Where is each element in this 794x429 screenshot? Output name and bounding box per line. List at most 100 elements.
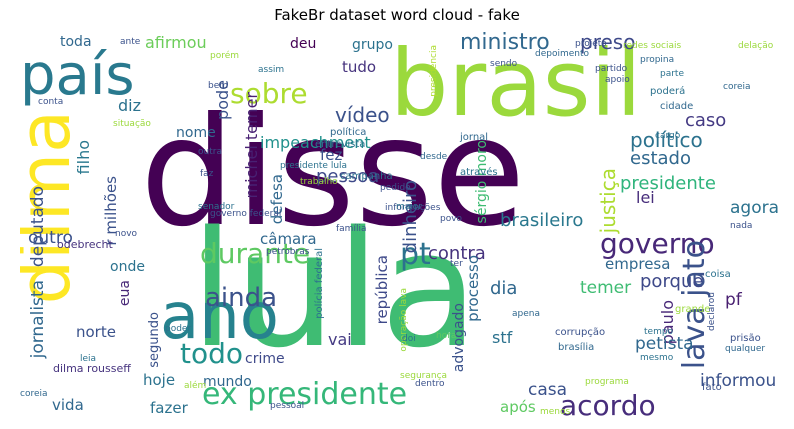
cloud-word: eua xyxy=(117,280,133,307)
cloud-word: brasil xyxy=(390,30,642,137)
cloud-word: petrobras xyxy=(266,247,310,257)
cloud-word: coisa xyxy=(705,269,731,280)
cloud-word: maior xyxy=(396,202,422,212)
cloud-word: propina xyxy=(640,55,675,65)
cloud-word: vídeo xyxy=(335,103,390,127)
cloud-word: processo xyxy=(464,255,482,322)
cloud-word: deu xyxy=(290,36,317,52)
cloud-word: declarou xyxy=(707,292,717,331)
cloud-word: porém xyxy=(210,51,240,61)
cloud-word: qualquer xyxy=(725,344,766,354)
chart-title: FakeBr dataset word cloud - fake xyxy=(274,6,520,24)
cloud-word: casa xyxy=(528,380,568,400)
word-cloud: disse lula brasil país dilma ano ex presidente… xyxy=(20,30,780,420)
cloud-word: após xyxy=(500,398,536,416)
cloud-word: acordo xyxy=(560,389,656,420)
cloud-word: conta xyxy=(38,97,64,107)
cloud-word: governo federal xyxy=(210,209,282,219)
cloud-word: disse xyxy=(140,86,526,260)
cloud-word: partido xyxy=(595,64,628,74)
cloud-word: parte xyxy=(660,69,684,79)
cloud-word: tudo xyxy=(342,58,377,76)
cloud-word: crime xyxy=(245,351,285,367)
cloud-word: mesmo xyxy=(640,353,674,363)
cloud-word: ano xyxy=(160,280,279,354)
cloud-word: vai xyxy=(328,330,352,349)
cloud-word: michel temer xyxy=(242,92,261,199)
cloud-word: odebrecht xyxy=(57,238,113,251)
cloud-word: além xyxy=(184,381,207,391)
cloud-word: dia xyxy=(490,278,518,299)
cloud-word: norte xyxy=(76,323,116,341)
cloud-word: segundo xyxy=(147,312,162,368)
cloud-word: família xyxy=(336,224,367,234)
cloud-word: poder xyxy=(165,324,192,334)
cloud-word: tempo xyxy=(644,327,674,337)
cloud-word: campanha xyxy=(340,171,393,182)
cloud-word: petista xyxy=(635,334,694,354)
cloud-word: cidade xyxy=(660,101,694,112)
cloud-word: situação xyxy=(113,119,151,129)
cloud-word: sobre xyxy=(230,77,308,110)
cloud-word: dentro xyxy=(415,379,445,389)
cloud-word: grupo xyxy=(352,37,393,53)
cloud-word: durante xyxy=(200,237,311,270)
cloud-word: doi xyxy=(402,334,416,344)
cloud-word: redes sociais xyxy=(623,41,682,51)
cloud-word: justiça xyxy=(596,168,620,234)
cloud-word: novo xyxy=(115,229,138,239)
cloud-word: programa xyxy=(585,377,629,387)
cloud-word: pessoal xyxy=(270,401,305,411)
cloud-word: prisão xyxy=(730,333,761,344)
cloud-word: impeachment xyxy=(260,133,371,152)
cloud-word: coreia xyxy=(20,389,48,399)
cloud-word: preso xyxy=(580,30,636,54)
cloud-word: sérgio moro xyxy=(474,140,490,224)
cloud-word: filho xyxy=(74,140,93,175)
cloud-word: presidência xyxy=(429,45,439,97)
cloud-word: ter xyxy=(450,259,463,269)
cloud-word: leia xyxy=(80,354,97,364)
cloud-word: deputado xyxy=(28,186,48,268)
cloud-word: entrevista xyxy=(315,139,366,150)
cloud-word: nada xyxy=(730,221,753,231)
cloud-word: ainda xyxy=(205,283,278,313)
cloud-word: presidente xyxy=(620,173,716,194)
cloud-word: temer xyxy=(580,278,632,298)
cloud-word: depoimento xyxy=(535,49,590,59)
cloud-word: pedido xyxy=(380,183,411,193)
cloud-word: presidente lula xyxy=(280,161,348,171)
cloud-word: grande xyxy=(675,304,711,315)
cloud-word: onde xyxy=(110,259,145,275)
cloud-word: bem xyxy=(208,81,229,91)
cloud-word: apena xyxy=(512,309,540,319)
cloud-word: jornal xyxy=(460,132,489,143)
cloud-word: menos xyxy=(540,407,571,417)
cloud-word: lei xyxy=(636,188,655,207)
cloud-word: informou xyxy=(700,371,777,391)
cloud-word: mundo xyxy=(203,374,252,390)
cloud-word: pessoa xyxy=(316,166,380,187)
cloud-word: apoio xyxy=(605,75,630,85)
cloud-word: fato xyxy=(702,382,722,393)
cloud-word: hora xyxy=(436,331,457,341)
cloud-word: poderá xyxy=(650,86,686,97)
cloud-word: desde xyxy=(420,152,448,162)
cloud-word: governo xyxy=(600,227,715,260)
cloud-word: outro xyxy=(28,228,73,248)
cloud-word: hoje xyxy=(143,371,176,389)
cloud-word: povo xyxy=(440,214,463,224)
cloud-word: delação xyxy=(738,41,774,51)
cloud-word: pt xyxy=(400,237,431,272)
cloud-word: fez xyxy=(320,146,343,164)
cloud-word: nome xyxy=(176,125,216,141)
cloud-word: político xyxy=(630,128,703,152)
cloud-word: ex presidente xyxy=(202,377,408,412)
cloud-word: projeto xyxy=(575,39,607,49)
cloud-word: política xyxy=(330,127,367,138)
cloud-word: polícia federal xyxy=(314,248,325,319)
cloud-word: pf xyxy=(725,290,742,310)
cloud-word: corrupção xyxy=(555,327,606,338)
cloud-word: faz xyxy=(200,169,214,179)
cloud-word: dilma rousseff xyxy=(53,362,131,375)
